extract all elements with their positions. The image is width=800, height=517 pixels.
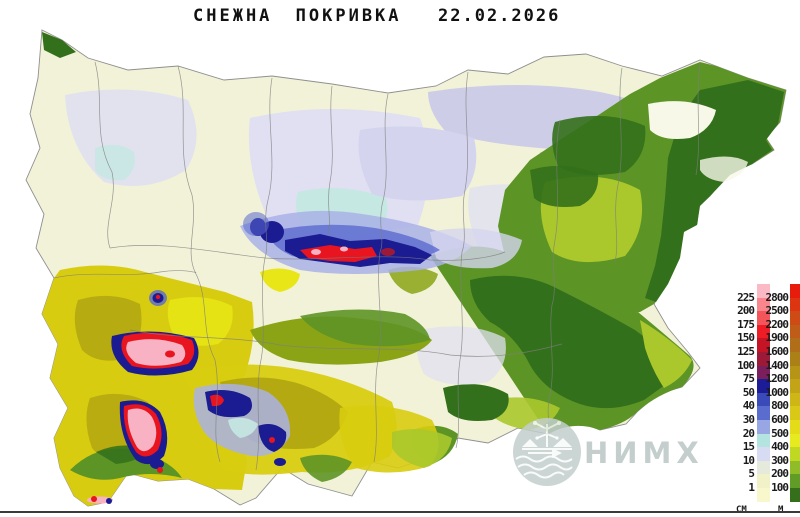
- legend-elevation-value: 300: [771, 453, 789, 467]
- legend-color-segment: [790, 351, 800, 366]
- legend-elevation-value: 1200: [765, 372, 790, 386]
- legend-snow-depth-value: 20: [742, 426, 755, 440]
- legend-color-segment: [790, 447, 800, 461]
- legend-color-segment: [790, 487, 800, 502]
- legend-color-segment: [790, 474, 800, 488]
- map-title: СНЕЖНА ПОКРИВКА: [193, 6, 402, 26]
- legend-snow-depth-value: 40: [742, 399, 755, 413]
- legend-elevation-value: 100: [771, 481, 789, 494]
- legend-color-segment: [757, 284, 770, 298]
- map-date: 22.02.2026: [438, 6, 561, 26]
- legend-color-segment: [790, 365, 800, 380]
- district-boundaries: [53, 61, 701, 471]
- legend-color-segment: [790, 379, 800, 393]
- legend-color-segment: [790, 433, 800, 448]
- nimh-logo: [513, 418, 581, 486]
- vitosha-snow-spot: [149, 290, 167, 306]
- legend-elevation-value: 1000: [765, 385, 790, 399]
- legend-color-segment: [757, 338, 770, 352]
- legend-color-segment: [790, 419, 800, 434]
- legend-snow-depth-value: 75: [742, 372, 755, 386]
- legend-elevation-bar: [790, 284, 800, 502]
- balkan-snow-band: [240, 210, 522, 274]
- northwest-green-patch: [42, 32, 76, 58]
- legend-snow-depth-value: 125: [737, 345, 755, 358]
- pirin-deep-snow: [119, 400, 168, 473]
- legend-color-segment: [757, 487, 770, 502]
- legend-snow-depth-unit: CM: [736, 504, 747, 515]
- sredna-gora-greens: [250, 266, 438, 365]
- legend-color-segment: [757, 392, 770, 407]
- legend-color-segment: [757, 460, 770, 475]
- legend-elevation-unit: M: [778, 504, 784, 515]
- legend-elevation-value: 400: [771, 440, 789, 454]
- legend-elevation-value: 500: [771, 426, 789, 440]
- legend-snow-depth-value: 150: [737, 331, 755, 345]
- legend-elevation-value: 2800: [765, 290, 790, 304]
- legend-color-segment: [790, 324, 800, 339]
- legend-color-segment: [757, 406, 770, 420]
- legend-snow-depth-value: 175: [737, 317, 755, 331]
- legend-elevation-value: 200: [771, 467, 789, 481]
- legend-snow-depth-value: 30: [742, 413, 755, 426]
- legend-elevation-value: 2200: [765, 317, 790, 331]
- legend-snow-depth-value: 200: [737, 304, 755, 318]
- legend-elevation-value: 1600: [765, 345, 790, 358]
- west-rhodope-snow: [193, 383, 291, 466]
- legend-snow-depth-value: 15: [742, 440, 755, 454]
- legend-color-segment: [757, 297, 770, 312]
- legend-elevation-value: 800: [771, 399, 789, 413]
- legend-snow-depth-value: 10: [742, 453, 755, 467]
- legend-color-segment: [790, 406, 800, 420]
- bottom-frame-line: [0, 511, 800, 513]
- legend-color-segment: [757, 379, 770, 393]
- legend-color-segment: [757, 311, 770, 325]
- legend-color-segment: [790, 460, 800, 475]
- legend-color-segment: [757, 419, 770, 434]
- legend-snow-depth-value: 1: [748, 481, 755, 494]
- legend-color-segment: [757, 365, 770, 380]
- legend-color-segment: [790, 392, 800, 407]
- legend-color-segment: [757, 474, 770, 488]
- legend-elevation-value: 2500: [765, 304, 790, 318]
- legend-snow-depth-bar: [757, 284, 770, 502]
- nimh-watermark-text: НИМХ: [584, 436, 704, 470]
- legend-elevation-value: 600: [771, 413, 789, 426]
- legend-color-segment: [790, 297, 800, 312]
- legend-elevation-value: 1900: [765, 331, 790, 345]
- northeast-elevation-greens: [498, 62, 786, 316]
- legend-snow-depth-value: 100: [737, 358, 755, 372]
- legend-snow-depth-value: 5: [748, 467, 755, 481]
- legend-color-segment: [757, 351, 770, 366]
- legend-color-segment: [790, 338, 800, 352]
- legend-color-segment: [757, 447, 770, 461]
- central-east-greens: [412, 246, 694, 464]
- legend-color-segment: [790, 311, 800, 325]
- legend-elevation-value: 1400: [765, 358, 790, 372]
- belasitsa-snow-fleck: [87, 496, 113, 504]
- legend-snow-depth-value: 225: [737, 290, 755, 304]
- legend-color-segment: [790, 284, 800, 298]
- legend-color-segment: [757, 324, 770, 339]
- rila-deep-snow: [111, 331, 199, 376]
- legend-color-segment: [757, 433, 770, 448]
- legend-snow-depth-value: 50: [742, 385, 755, 399]
